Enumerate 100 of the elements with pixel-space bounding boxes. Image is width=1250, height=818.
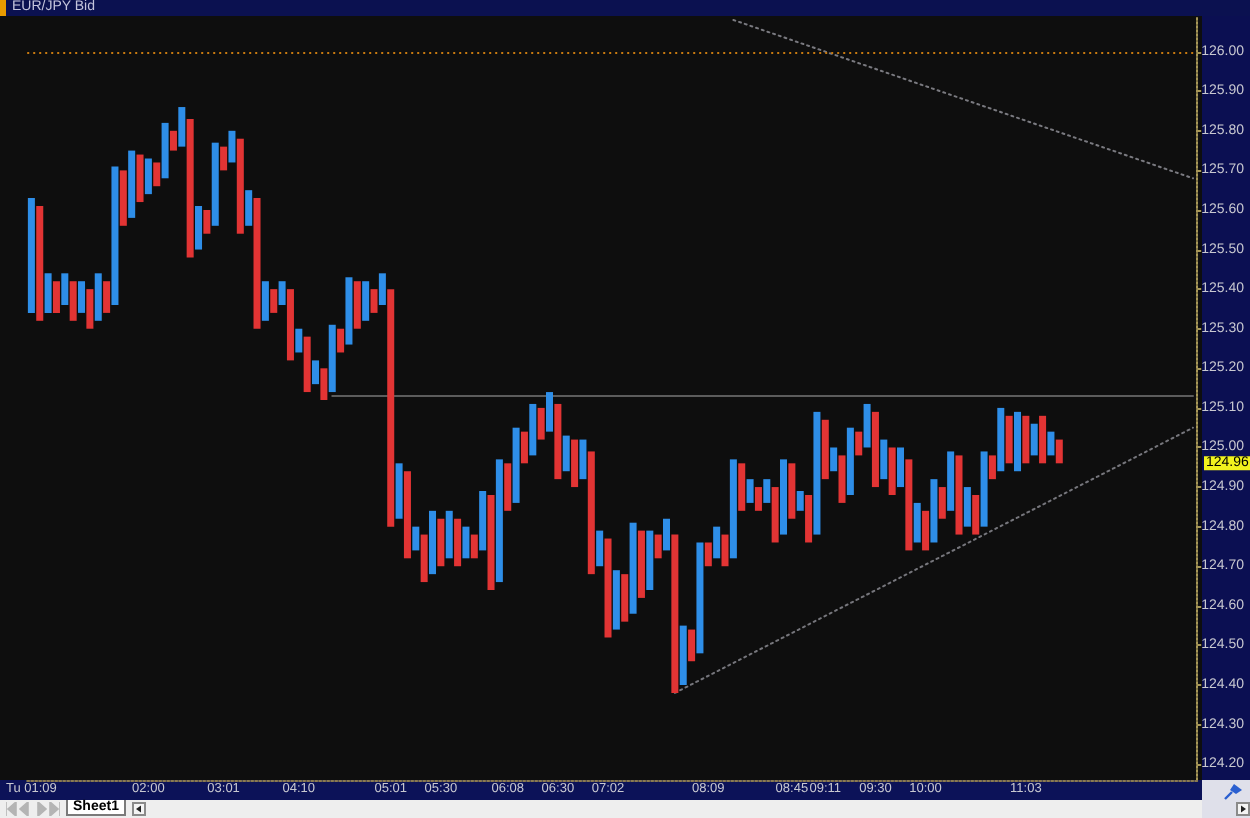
bar: [754, 487, 762, 511]
bar: [136, 154, 144, 203]
bar: [253, 198, 261, 329]
bar: [646, 530, 654, 590]
bar: [52, 281, 60, 313]
bar: [286, 289, 294, 361]
bar: [44, 273, 52, 313]
bar: [763, 479, 771, 503]
bar: [1047, 431, 1055, 456]
bar: [169, 130, 177, 151]
bar: [495, 459, 503, 583]
bar: [178, 107, 186, 147]
bar: [663, 518, 671, 551]
bar: [813, 411, 821, 535]
bar: [320, 368, 328, 400]
bar: [721, 534, 729, 567]
bar: [1022, 415, 1030, 464]
bar: [746, 479, 754, 503]
bar: [328, 324, 336, 393]
bar: [855, 431, 863, 456]
bar: [846, 427, 854, 495]
bar: [220, 146, 228, 171]
bar: [863, 403, 871, 448]
bar: [537, 407, 545, 440]
bar: [261, 281, 269, 321]
bar: [245, 190, 253, 226]
bar: [236, 138, 244, 234]
bar: [1005, 415, 1013, 464]
bar: [429, 510, 437, 575]
bar: [780, 459, 788, 535]
bar: [211, 142, 219, 226]
bar: [69, 281, 77, 321]
bar: [128, 150, 136, 218]
bar: [103, 281, 111, 313]
bar: [629, 522, 637, 614]
bar: [462, 526, 470, 559]
bar: [144, 158, 152, 195]
bar: [161, 122, 169, 179]
bar: [36, 206, 44, 321]
bar: [972, 494, 980, 535]
bar: [403, 471, 411, 559]
bar: [228, 130, 236, 163]
bar: [997, 407, 1005, 472]
bar: [963, 487, 971, 527]
bar: [470, 534, 478, 559]
bar: [713, 526, 721, 559]
bar: [788, 463, 796, 519]
bar: [1039, 415, 1047, 464]
bar: [913, 502, 921, 543]
bar: [729, 459, 737, 559]
bar: [378, 273, 386, 305]
bar: [186, 118, 194, 258]
bar: [512, 427, 520, 503]
bar: [153, 162, 161, 187]
bar: [805, 494, 813, 543]
bar: [596, 530, 604, 567]
bar: [922, 510, 930, 551]
bar: [520, 431, 528, 464]
bar: [370, 289, 378, 313]
bar: [119, 170, 127, 226]
bar: [504, 463, 512, 511]
bar: [111, 166, 119, 305]
bar: [604, 538, 612, 638]
bar: [27, 198, 35, 313]
bar: [704, 542, 712, 567]
bar: [94, 273, 102, 321]
bar: [838, 455, 846, 503]
bar: [637, 530, 645, 598]
bar: [830, 447, 838, 472]
bar: [688, 629, 696, 662]
bar: [362, 281, 370, 321]
bar: [445, 510, 453, 559]
bar: [412, 526, 420, 551]
bar: [554, 403, 562, 480]
bar: [871, 411, 879, 488]
bar: [612, 570, 620, 630]
bar: [353, 281, 361, 329]
bar: [947, 451, 955, 511]
bar: [897, 447, 905, 488]
bar: [387, 289, 395, 527]
bar: [195, 206, 203, 250]
bar: [529, 403, 537, 456]
bar: [880, 439, 888, 480]
bar: [420, 534, 428, 583]
bar: [888, 447, 896, 495]
bar: [345, 277, 353, 345]
bar: [1055, 439, 1063, 464]
bar: [905, 459, 913, 551]
bar: [1030, 423, 1038, 456]
bar: [821, 419, 829, 480]
bar: [562, 435, 570, 472]
bar: [980, 451, 988, 527]
bar: [395, 463, 403, 519]
bar: [579, 439, 587, 480]
bar: [587, 451, 595, 575]
bar: [955, 455, 963, 535]
bar: [295, 328, 303, 353]
bar: [61, 273, 69, 305]
bar: [78, 281, 86, 313]
bar: [203, 209, 211, 234]
